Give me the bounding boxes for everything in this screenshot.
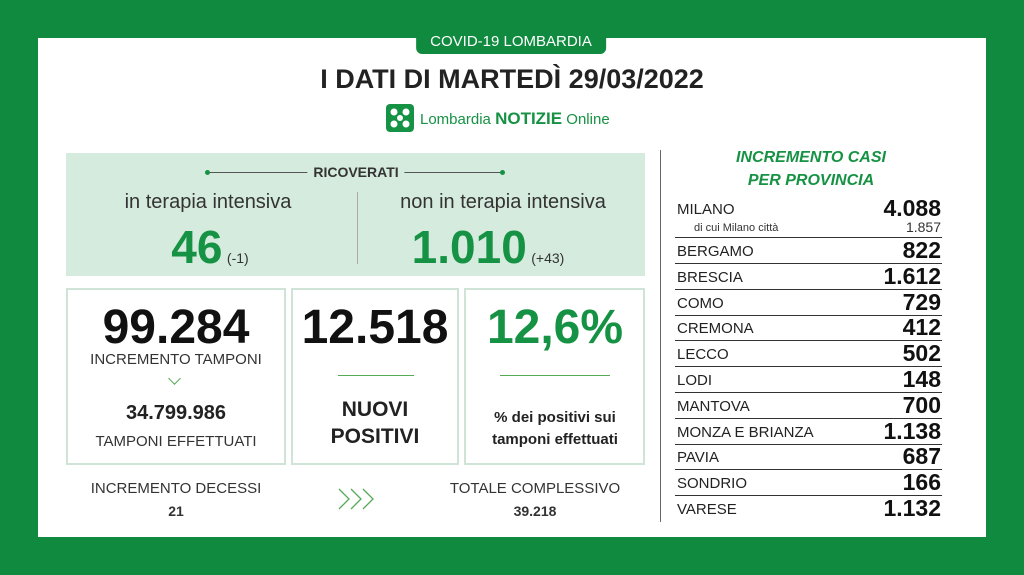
row-line [675, 263, 942, 264]
intensive-values: 46 (-1) [171, 220, 248, 274]
positivi-label-1: NUOVI [341, 398, 409, 421]
province-name: CREMONA [677, 320, 754, 338]
province-value: 166 [902, 469, 941, 496]
rule [338, 375, 414, 376]
province-value: 700 [902, 391, 941, 418]
province-name: MANTOVA [677, 397, 750, 415]
province-name: COMO [677, 294, 724, 312]
row-line [675, 314, 942, 316]
province-name: PAVIA [677, 449, 719, 467]
dot [500, 170, 505, 175]
province-name: SONDRIO [677, 475, 748, 493]
positivi-label-2: POSITIVI [330, 425, 420, 448]
province-name: MONZA E BRIANZA [677, 423, 814, 441]
dot [205, 170, 210, 175]
row-line [675, 495, 942, 497]
decessi-total-label: TOTALE COMPLESSIVO [449, 480, 621, 497]
tag: COVID-19 LOMBARDIA [416, 30, 606, 54]
tamponi-value: 99.284 [102, 301, 250, 354]
row-line [675, 417, 942, 419]
percentuale-box [464, 288, 645, 465]
province-value: 729 [902, 288, 941, 315]
row-line [675, 392, 942, 393]
province-value: 687 [902, 443, 941, 470]
title: I DATI DI MARTEDÌ 29/03/2022 [320, 64, 704, 94]
tamponi-total: 34.799.986 [125, 402, 227, 424]
row-line [675, 443, 942, 445]
province-value: 1.612 [883, 262, 941, 289]
tamponi-label: INCREMENTO TAMPONI [90, 351, 262, 368]
intensive-delta: (-1) [226, 250, 249, 266]
divider [357, 192, 358, 264]
province-name: BERGAMO [677, 243, 754, 260]
logo-suffix: Online [566, 111, 610, 128]
province-name: VARESE [677, 501, 737, 518]
row-line [675, 469, 942, 471]
row-line [675, 237, 942, 238]
province-value: 502 [902, 340, 941, 367]
row-line [675, 340, 942, 342]
non-intensive-label: non in terapia intensiva [400, 191, 606, 213]
logo-glyph [390, 108, 410, 128]
province-value: 4.088 [883, 195, 941, 221]
positivi-value: 12.518 [301, 301, 449, 354]
intensive-label: in terapia intensiva [124, 191, 292, 213]
non-intensive-values: 1.010 (+43) [412, 220, 565, 274]
ricoverati-label: RICOVERATI [307, 164, 405, 180]
province-name: BRESCIA [677, 268, 743, 286]
percentuale-value: 12,6% [486, 301, 624, 354]
logo-name: NOTIZIE [495, 109, 563, 128]
province-title-1: INCREMENTO CASI [736, 149, 886, 166]
panel [38, 38, 986, 537]
rule [500, 375, 610, 376]
milano-city-label: di cui Milano città [694, 222, 779, 234]
tamponi-box [66, 288, 286, 465]
province-value: 822 [902, 237, 941, 263]
province-value: 1.132 [883, 495, 941, 521]
province-name: LODI [677, 372, 713, 389]
decessi-label: INCREMENTO DECESSI [90, 480, 262, 497]
percentuale-label-2: tamponi effettuati [492, 431, 618, 448]
decessi-value: 21 [168, 503, 184, 519]
province-value: 412 [902, 314, 941, 341]
milano-city-value: 1.857 [905, 219, 941, 235]
province-value: 148 [902, 366, 941, 392]
tamponi-total-label: TAMPONI EFFETTUATI [95, 433, 257, 450]
province-name: LECCO [677, 346, 729, 364]
row-line [675, 288, 942, 290]
logo-brand: Lombardia [420, 111, 491, 128]
intensive-value: 46 [171, 221, 223, 273]
positivi-box [291, 288, 459, 465]
non-intensive-delta: (+43) [531, 250, 565, 266]
logo-icon [386, 104, 414, 132]
divider [660, 150, 661, 522]
logo-text: Lombardia NOTIZIE Online [420, 109, 610, 129]
row-line [675, 366, 942, 368]
percentuale-label-1: % dei positivi sui [494, 409, 616, 426]
arrows [338, 488, 374, 510]
decessi-total: 39.218 [513, 503, 557, 519]
province-name: MILANO [677, 201, 735, 218]
province-value: 1.138 [883, 417, 941, 444]
non-intensive-value: 1.010 [411, 221, 527, 273]
province-title-2: PER PROVINCIA [747, 172, 875, 189]
